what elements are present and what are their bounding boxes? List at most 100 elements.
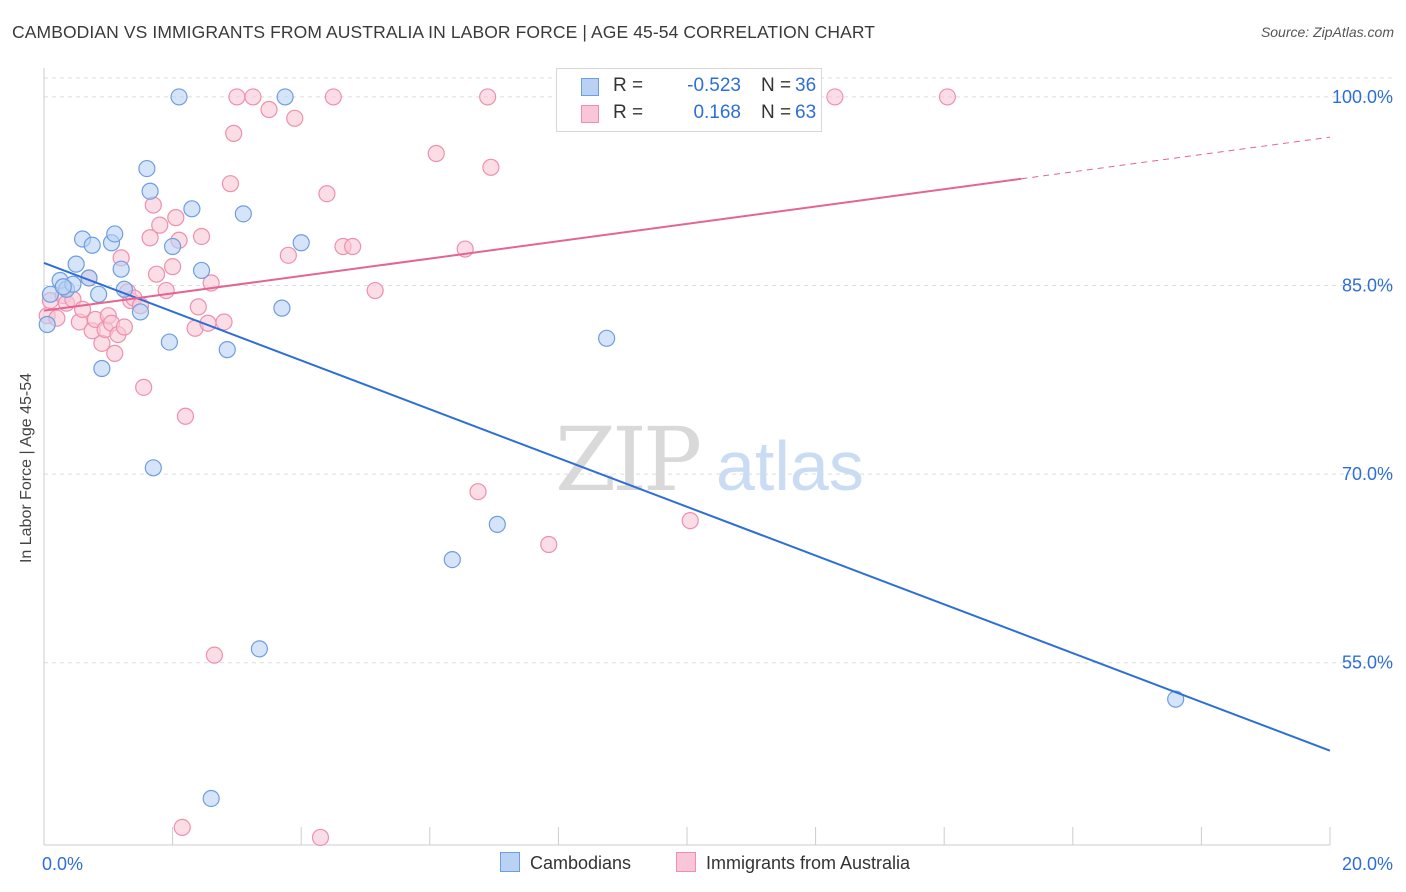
cambodians-point	[488, 515, 506, 533]
cambodians-point	[292, 234, 310, 252]
trend-line-dashed-1	[1021, 136, 1331, 180]
y-tick-label: 100.0%	[1332, 87, 1393, 107]
immigrants-point	[244, 88, 262, 106]
cambodians-point	[160, 333, 178, 351]
immigrants-point	[479, 88, 497, 106]
immigrants-point	[225, 124, 243, 142]
immigrants-point	[311, 828, 330, 847]
immigrants-point	[173, 818, 191, 836]
legend-r-label: R =	[613, 75, 644, 96]
series-cambodians	[38, 88, 1185, 808]
y-tick-label: 55.0%	[1342, 653, 1393, 673]
cambodians-point	[131, 303, 150, 321]
grid-lines	[44, 77, 1392, 664]
legend-n-label: N =	[761, 75, 792, 96]
watermark-atlas: atlas	[716, 427, 864, 505]
legend-label-cambodians: Cambodians	[530, 853, 632, 873]
cambodians-point	[90, 285, 108, 303]
immigrants-point	[157, 281, 175, 300]
cambodians-point	[276, 88, 294, 106]
cambodians-point	[183, 200, 201, 218]
cambodians-point	[443, 550, 461, 569]
immigrants-point	[205, 646, 223, 664]
legend-swatch-pink	[581, 105, 599, 123]
immigrants-point	[228, 88, 246, 106]
source-label: Source: ZipAtlas.com	[1260, 24, 1394, 40]
trend-line-0	[43, 261, 1331, 752]
watermark-zip: ZIP	[555, 408, 700, 511]
watermark: ZIP atlas	[555, 408, 864, 511]
immigrants-point	[540, 535, 558, 554]
immigrants-point	[318, 185, 336, 203]
immigrants-point	[482, 158, 500, 176]
legend-r-value: -0.523	[687, 75, 741, 96]
y-tick-label: 85.0%	[1342, 276, 1393, 296]
trend-line-1	[43, 177, 1022, 312]
immigrants-point	[115, 318, 133, 336]
y-axis-label: In Labor Force | Age 45-54	[18, 372, 35, 564]
cambodians-point	[83, 236, 101, 254]
immigrants-point	[164, 258, 182, 276]
cambodians-point	[202, 789, 220, 808]
cambodians-point	[41, 285, 60, 303]
immigrants-point	[938, 88, 957, 106]
immigrants-point	[279, 246, 297, 264]
cambodians-point	[598, 329, 616, 347]
cambodians-point	[218, 341, 236, 359]
cambodians-point	[106, 225, 124, 243]
cambodians-point	[144, 459, 162, 477]
immigrants-point	[260, 100, 278, 119]
legend-n-value: 36	[795, 75, 817, 96]
immigrants-point	[469, 483, 487, 501]
cambodians-point	[93, 359, 111, 378]
immigrants-point	[141, 229, 159, 247]
legend-swatch-blue	[581, 78, 599, 96]
chart-title: CAMBODIAN VS IMMIGRANTS FROM AUSTRALIA I…	[12, 22, 876, 42]
immigrants-point	[427, 144, 445, 163]
axes	[43, 68, 1331, 846]
cambodians-point	[38, 315, 56, 334]
immigrants-point	[221, 175, 240, 193]
legend-n-value: 63	[795, 102, 817, 123]
cambodians-point	[192, 261, 211, 280]
legend-item-immigrants: Immigrants from Australia	[676, 852, 910, 874]
legend-item-cambodians: Cambodians	[500, 852, 631, 874]
series-immigrants-from-australia	[38, 88, 957, 847]
x-tick-label: 20.0%	[1342, 854, 1393, 874]
immigrants-point	[151, 216, 169, 234]
cambodians-point	[112, 260, 130, 278]
immigrants-point	[106, 344, 124, 363]
x-tick-label: 0.0%	[42, 854, 83, 874]
immigrants-point	[681, 512, 699, 530]
immigrants-point	[215, 313, 233, 331]
immigrants-point	[135, 378, 153, 396]
cambodians-point	[170, 88, 188, 106]
immigrants-point	[344, 237, 362, 256]
immigrants-point	[286, 109, 304, 127]
immigrants-point	[366, 281, 384, 300]
legend-n-label: N =	[761, 102, 792, 123]
trend-lines	[43, 136, 1331, 752]
immigrants-point	[826, 88, 844, 106]
cambodians-point	[138, 159, 156, 178]
legend-r-value: 0.168	[693, 102, 741, 123]
cambodians-point	[164, 237, 182, 256]
cambodians-point	[67, 255, 85, 273]
legend-label-immigrants: Immigrants from Australia	[706, 853, 911, 873]
stats-legend: R = -0.523 N = 36 R = 0.168 N = 63	[556, 68, 822, 132]
cambodians-point	[273, 299, 291, 317]
cambodians-point	[234, 205, 252, 223]
immigrants-point	[147, 265, 166, 283]
cambodians-point	[250, 640, 269, 658]
y-tick-label: 70.0%	[1342, 464, 1393, 484]
legend-swatch-pink	[676, 852, 696, 872]
cambodians-point	[141, 182, 159, 200]
immigrants-point	[167, 209, 185, 227]
cambodians-point	[54, 278, 72, 296]
legend-swatch-blue	[500, 852, 520, 872]
immigrants-point	[324, 88, 342, 106]
legend-r-label: R =	[613, 102, 644, 123]
immigrants-point	[189, 298, 207, 316]
immigrants-point	[192, 227, 211, 246]
